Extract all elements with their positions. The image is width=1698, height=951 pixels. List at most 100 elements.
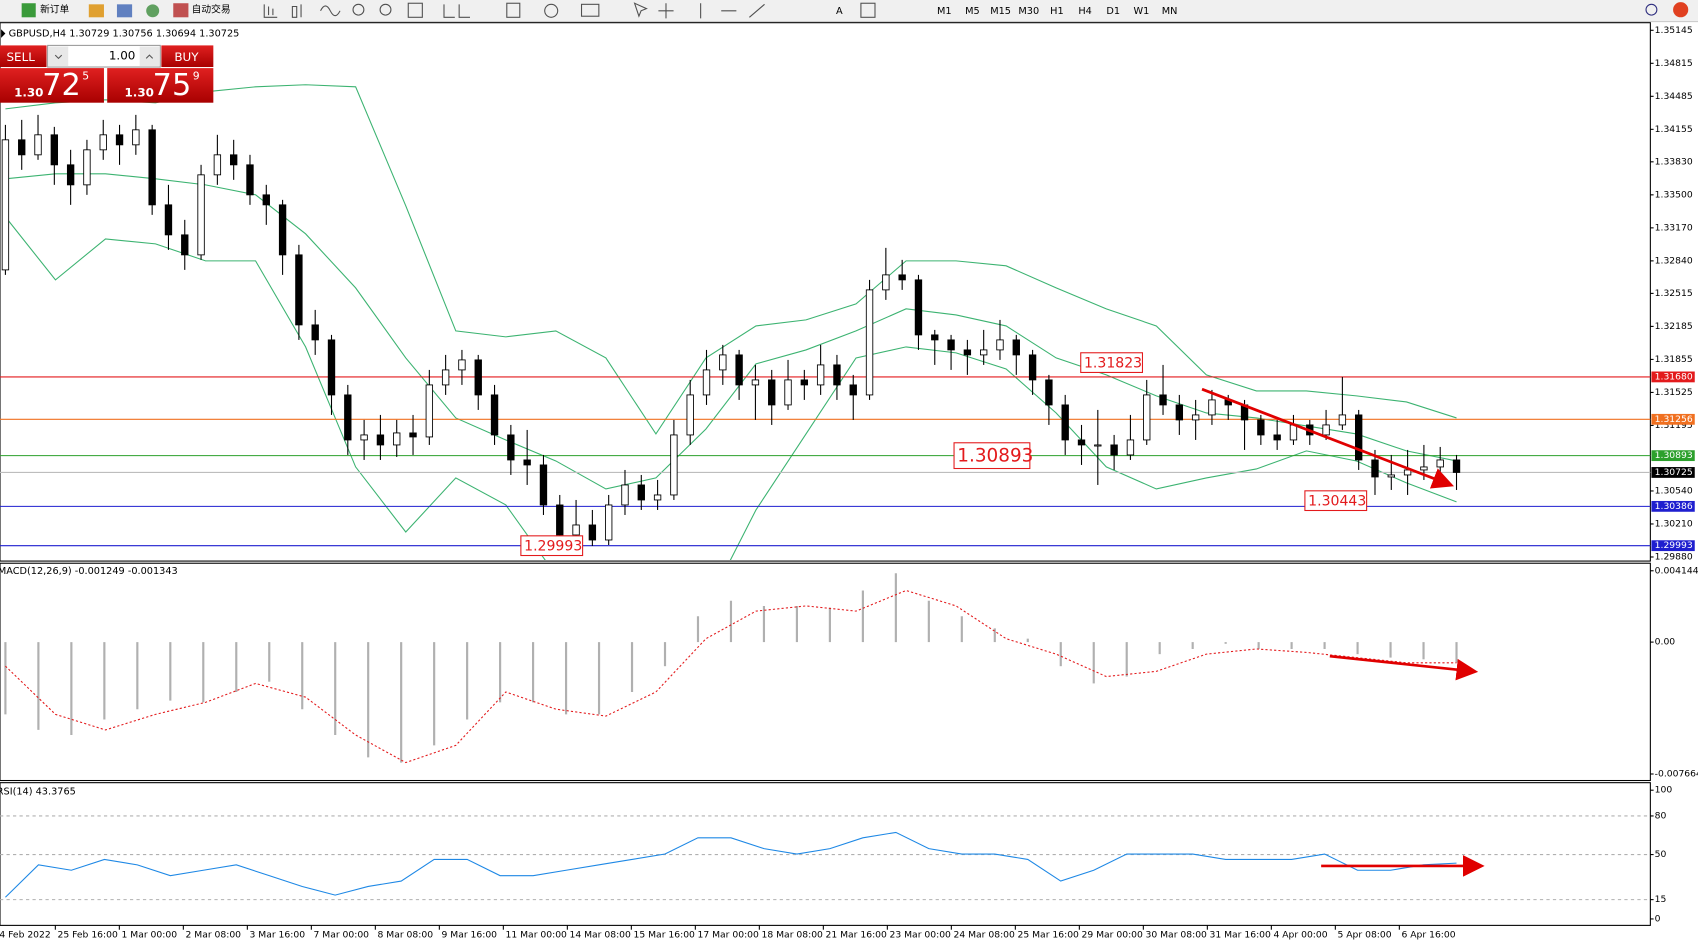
y-tick-label: 1.31195 (1655, 420, 1693, 431)
candle-body (1403, 469, 1412, 476)
bollinger-upper (5, 84, 1457, 435)
axes: 1.35145 1.34815 1.34485 1.34155 1.33830 1.335… (0, 25, 1698, 941)
lot-value[interactable]: 1.00 (109, 49, 136, 63)
auto-trading-icon[interactable] (173, 3, 189, 18)
timeframe-button[interactable]: M15 (990, 6, 1011, 17)
sell-button[interactable] (0, 45, 47, 68)
candle-body (458, 359, 466, 371)
icon[interactable] (88, 4, 104, 18)
candle-body (441, 369, 450, 386)
buy-price[interactable] (107, 68, 214, 103)
candle-body (637, 484, 645, 501)
buy-button[interactable] (161, 45, 214, 68)
trend-arrow[interactable] (1329, 654, 1479, 681)
candle-body (50, 134, 59, 166)
price-prefix: 1.30 (14, 85, 43, 99)
auto-trading-button[interactable]: 自动交易 (192, 3, 231, 16)
candle-body (1322, 424, 1330, 436)
candle-body (1436, 459, 1444, 468)
sell-label[interactable]: SELL (6, 50, 35, 64)
x-tick-label: 31 Mar 16:00 (1210, 930, 1272, 941)
candle-body (1110, 444, 1118, 456)
y-tick-label: 1.32840 (1655, 255, 1693, 266)
annotation-box[interactable] (1080, 352, 1144, 373)
candle-body (751, 379, 760, 386)
x-tick-label: 5 Apr 08:00 (1337, 930, 1391, 941)
y-tick-label: 1.30210 (1655, 518, 1693, 529)
y-tick-label: 1.35145 (1655, 25, 1693, 36)
y-tick-label: 1.34485 (1655, 91, 1693, 102)
new-order-icon[interactable] (21, 3, 36, 18)
search-icon[interactable] (1645, 3, 1658, 16)
x-tick-label: 23 Mar 00:00 (890, 930, 952, 941)
x-tick-label: 1 Mar 00:00 (122, 930, 178, 941)
rsi-plot (0, 815, 1651, 901)
y-tick-label: 1.32515 (1655, 288, 1693, 299)
icon[interactable] (146, 4, 160, 18)
icon[interactable] (116, 4, 133, 18)
toolbar (0, 0, 1698, 22)
macd-panel (0, 562, 1651, 782)
price-line-label: 1.31680 (1655, 371, 1693, 382)
candle-body (115, 134, 124, 146)
timeframe-bar: M1 M5 M15 M30 H1 H4 D1 W1 MN (937, 6, 1177, 17)
timeframe-button[interactable]: H1 (1050, 6, 1064, 17)
candle-body (1191, 414, 1200, 421)
candle-body (1452, 459, 1461, 473)
candle-body (1028, 354, 1037, 381)
annotation-label[interactable]: 1.31823 (1084, 356, 1142, 372)
candle-body (425, 384, 434, 438)
timeframe-button[interactable]: D1 (1106, 6, 1120, 17)
annotation-box[interactable] (1304, 490, 1368, 512)
price-line-label: 1.31256 (1655, 414, 1693, 425)
candle-body (653, 494, 662, 501)
sell-price[interactable] (0, 68, 104, 103)
notification-icon[interactable] (1673, 2, 1689, 18)
candle-body (1387, 474, 1395, 478)
lot-input[interactable] (47, 44, 161, 68)
candle-body (686, 394, 694, 436)
annotation-label[interactable]: 1.30893 (957, 446, 1033, 467)
candle-body (931, 334, 939, 341)
candle-body (523, 459, 531, 466)
candle-body (132, 129, 140, 146)
candle-body (947, 339, 955, 351)
x-tick-label: 29 Mar 00:00 (1082, 930, 1144, 941)
candle-body (1273, 434, 1281, 441)
x-tick-label: 9 Mar 16:00 (442, 930, 498, 941)
timeframe-button[interactable]: M30 (1018, 6, 1039, 17)
x-tick-label: 11 Mar 00:00 (506, 930, 568, 941)
trend-arrow[interactable] (1201, 387, 1454, 489)
annotation-label[interactable]: 1.30443 (1308, 494, 1366, 510)
annotation-box[interactable] (520, 535, 584, 557)
candle-body (882, 274, 890, 291)
candle-body (539, 464, 548, 506)
annotation-label[interactable]: 1.29993 (524, 539, 582, 555)
chart-title: GBPUSD,H4 1.30729 1.30756 1.30694 1.3072… (9, 29, 240, 40)
y-tick-label: 80 (1655, 810, 1667, 821)
y-tick-label: -0.007664 (1655, 769, 1698, 780)
price-line-tag (1651, 450, 1695, 462)
macd-signal (5, 589, 1457, 764)
timeframe-button[interactable]: M5 (965, 6, 980, 17)
x-tick-label: 15 Mar 16:00 (634, 930, 696, 941)
annotation-box[interactable] (953, 442, 1031, 470)
timeframe-button[interactable]: M1 (937, 6, 952, 17)
y-tick-label: 1.31855 (1655, 354, 1693, 365)
x-tick-label: 18 Mar 08:00 (762, 930, 824, 941)
candle-body (768, 379, 776, 406)
x-tick-label: 4 Apr 00:00 (1274, 930, 1328, 941)
timeframe-button[interactable]: MN (1162, 6, 1178, 17)
price-prefix: 1.30 (125, 85, 154, 99)
candle-body (849, 384, 857, 396)
x-tick-label: 24 Mar 08:00 (954, 930, 1016, 941)
candle-body (295, 254, 303, 326)
x-tick-label: 6 Apr 16:00 (1401, 930, 1455, 941)
timeframe-button[interactable]: H4 (1078, 6, 1092, 17)
one-click-panel: SELL 1.00 BUY 1.30 72 5 1.30 75 9 (0, 44, 214, 103)
new-order-button[interactable]: 新订单 (40, 3, 69, 16)
candle-body (1, 139, 10, 271)
candle-body (409, 432, 417, 438)
timeframe-button[interactable]: W1 (1133, 6, 1149, 17)
buy-label[interactable]: BUY (174, 50, 199, 64)
